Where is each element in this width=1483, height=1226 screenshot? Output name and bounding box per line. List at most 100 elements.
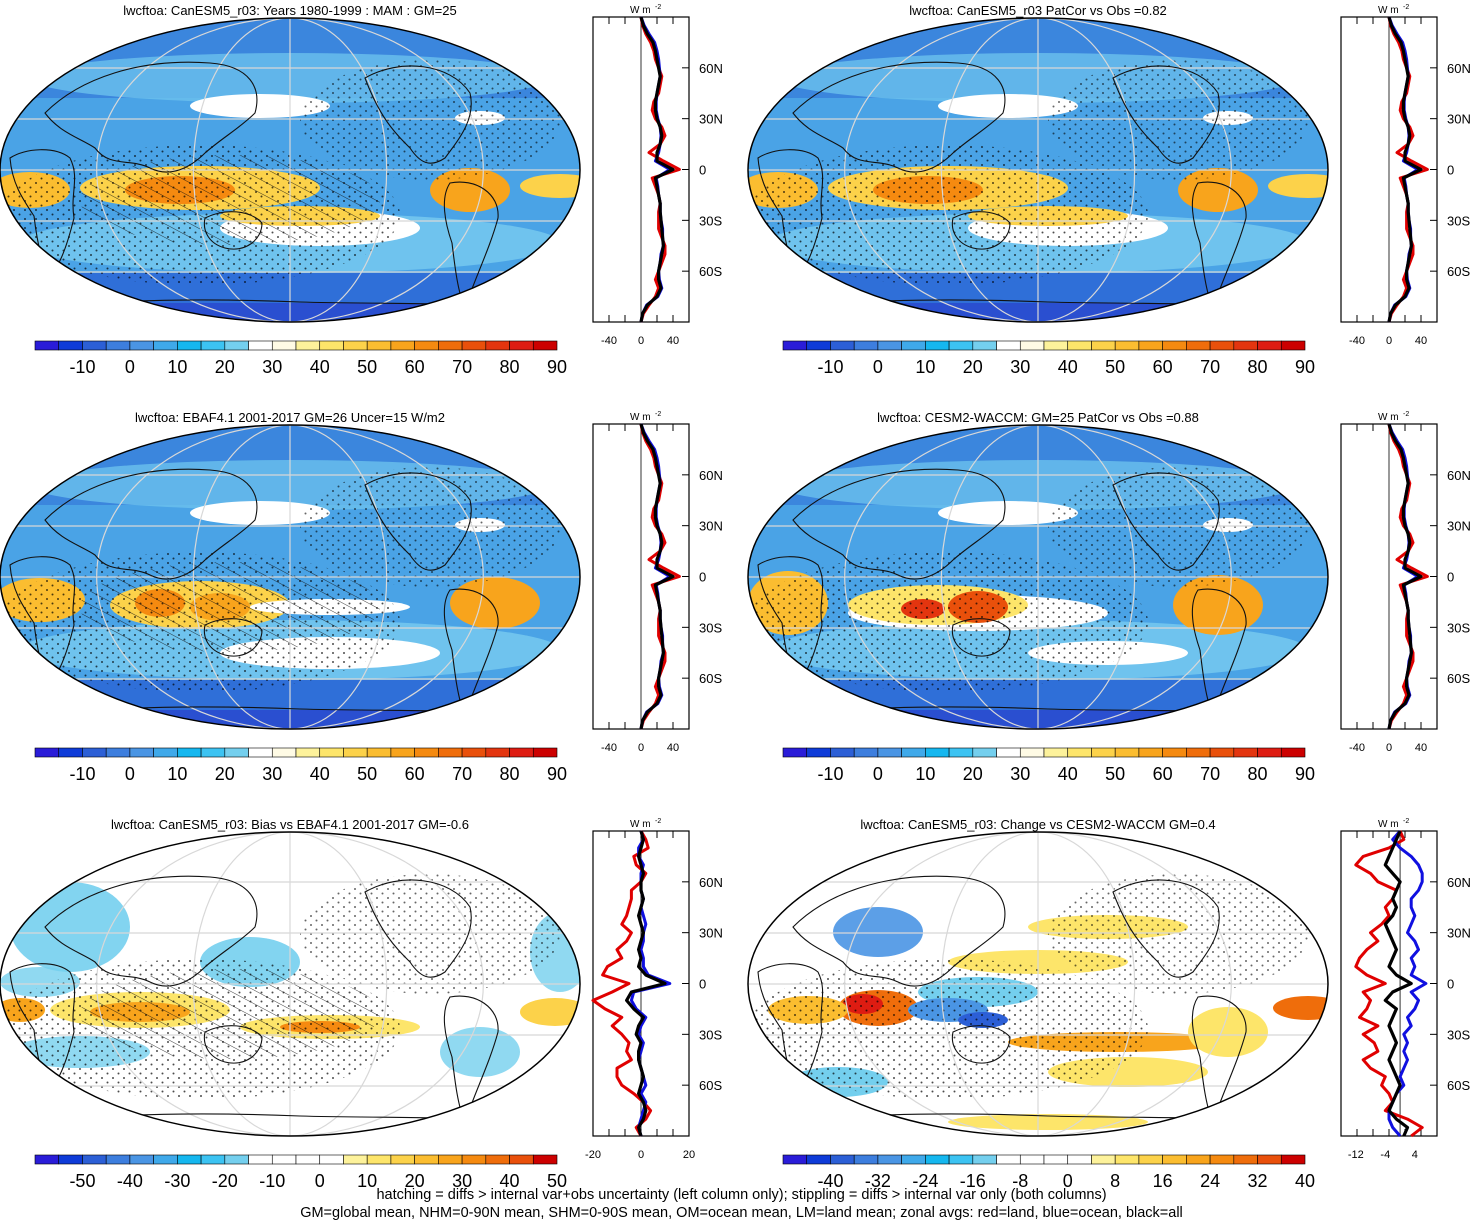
colorbar-bin: [972, 340, 997, 351]
colorbar-bin: [248, 1154, 273, 1165]
coastline: [757, 149, 824, 277]
colorbar-bin: [972, 1154, 997, 1165]
map-border: [0, 17, 581, 323]
colorbar-label: 32: [1248, 1171, 1268, 1191]
colorbar-bin: [1257, 340, 1282, 351]
profile-tick-label: 40: [667, 335, 679, 347]
colorbar-label: 16: [1153, 1171, 1173, 1191]
lat-label: 30S: [1447, 620, 1470, 635]
profile-tick-label: -40: [1349, 742, 1365, 754]
colorbar-bin: [948, 747, 974, 758]
colorbar-label: 20: [963, 357, 983, 377]
colorbar-bin: [1233, 1154, 1258, 1165]
profile-tick-label: -20: [585, 1149, 601, 1161]
colorbar-label: 30: [262, 357, 282, 377]
colorbar-bin: [200, 340, 226, 351]
hatching: [80, 969, 380, 1059]
colorbar-bin: [34, 747, 60, 758]
colorbar-label: 20: [215, 357, 235, 377]
panel-4: lwcftoa: CESM2-WACCM: GM=25 PatCor vs Ob…: [747, 410, 1329, 730]
colorbar-label: 40: [1295, 1171, 1315, 1191]
stippling: [300, 467, 560, 587]
colorbar-bin: [177, 340, 202, 351]
colorbar-label: 50: [357, 764, 377, 784]
lat-label: 60S: [1447, 264, 1470, 279]
colorbar-bin: [1019, 1154, 1045, 1165]
lat-label: 0: [1447, 977, 1454, 992]
colorbar: -40 -32 -24 -16 -8 0 8 16 24 32 40: [782, 1154, 1315, 1191]
colorbar-bin: [224, 1154, 249, 1165]
colorbar-bin: [129, 1154, 154, 1165]
colorbar-label: 10: [915, 357, 935, 377]
profile-tick-label: 0: [1386, 335, 1392, 347]
colorbar-bin: [485, 340, 510, 351]
hatching: [80, 155, 380, 245]
colorbar-bin: [1091, 747, 1116, 758]
map: [0, 831, 581, 1137]
colorbar-bin: [153, 1154, 178, 1165]
meridian: [96, 18, 291, 322]
profile-tick-label: 0: [1386, 742, 1392, 754]
coastline: [9, 556, 76, 684]
colorbar-bin: [830, 1154, 855, 1165]
colorbar-bin: [343, 747, 368, 758]
colorbar-bin: [1209, 747, 1235, 758]
meridian: [1037, 18, 1232, 322]
colorbar-label: 80: [1248, 357, 1268, 377]
colorbar-bin: [1114, 1154, 1140, 1165]
colorbar-label: 60: [1153, 764, 1173, 784]
colorbar-bin: [34, 340, 60, 351]
footer-line-2: GM=global mean, NHM=0-90N mean, SHM=0-90…: [300, 1205, 1183, 1221]
colorbar-bin: [1186, 747, 1211, 758]
colorbar-bin: [295, 1154, 321, 1165]
colorbar-bin: [319, 1154, 344, 1165]
colorbar-bin: [34, 1154, 60, 1165]
units-exponent: -2: [1403, 4, 1409, 11]
colorbar-label: 70: [1200, 764, 1220, 784]
colorbar-label: 50: [547, 1171, 567, 1191]
zonal-profile: 60N 30N 0 30S 60S W m -2 -40 0 40: [1340, 4, 1471, 347]
units-exponent: -2: [655, 4, 661, 11]
colorbar-bin: [996, 340, 1021, 351]
colorbar-bin: [1186, 340, 1211, 351]
colorbar-label: -20: [212, 1171, 238, 1191]
colorbar-bin: [1067, 1154, 1092, 1165]
units-exponent: -2: [655, 411, 661, 418]
panel-title: lwcftoa: CanESM5_r03: Bias vs EBAF4.1 20…: [111, 817, 469, 832]
colorbar-bin: [925, 340, 950, 351]
hatching: [80, 562, 380, 652]
map: [747, 831, 1329, 1137]
colorbar-bin: [177, 1154, 202, 1165]
stippling: [300, 874, 560, 994]
colorbar-bin: [129, 340, 154, 351]
colorbar-bin: [853, 340, 879, 351]
zonal-mean-all: [1387, 16, 1423, 323]
colorbar-bin: [343, 1154, 368, 1165]
colorbar-label: -30: [164, 1171, 190, 1191]
profile-tick-label: 40: [1415, 335, 1427, 347]
coastline: [364, 879, 472, 978]
profile-tick-label: 0: [638, 1149, 644, 1161]
graticule: [0, 425, 580, 729]
colorbar-bin: [105, 747, 131, 758]
lat-label: 60N: [1447, 61, 1471, 76]
colorbar-bin: [461, 1154, 487, 1165]
map: [0, 17, 581, 323]
lat-label: 60N: [1447, 875, 1471, 890]
coastline: [1112, 472, 1220, 571]
colorbar-label: 40: [1058, 357, 1078, 377]
colorbar-bin: [1091, 340, 1116, 351]
panel-3: lwcftoa: EBAF4.1 2001-2017 GM=26 Uncer=1…: [0, 410, 581, 730]
colorbar-bin: [271, 340, 297, 351]
colorbar-label: -10: [817, 357, 843, 377]
colorbar-bin: [509, 340, 534, 351]
colorbar-bin: [877, 340, 902, 351]
colorbar-bin: [1043, 340, 1069, 351]
colorbar-label: 10: [357, 1171, 377, 1191]
coastline: [951, 1025, 1011, 1064]
colorbar-label: 40: [310, 764, 330, 784]
colorbar-label: -40: [117, 1171, 143, 1191]
colorbar-label: 60: [405, 357, 425, 377]
colorbar-label: -32: [865, 1171, 891, 1191]
